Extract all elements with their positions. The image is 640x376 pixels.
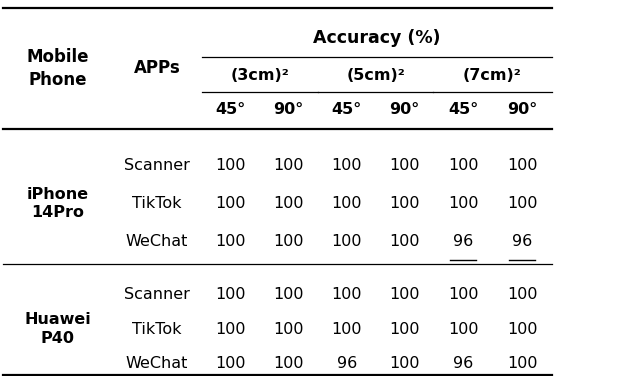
Text: 100: 100 [215,321,246,337]
Text: 100: 100 [273,234,304,249]
Text: WeChat: WeChat [125,234,188,249]
Text: TikTok: TikTok [132,321,182,337]
Text: APPs: APPs [133,59,180,77]
Text: 96: 96 [512,234,532,249]
Text: Huawei
P40: Huawei P40 [24,312,91,346]
Text: 100: 100 [389,158,420,173]
Text: 45°: 45° [332,102,362,117]
Text: 100: 100 [448,196,478,211]
Text: (7cm)²: (7cm)² [463,68,522,83]
Text: 100: 100 [215,196,246,211]
Text: 100: 100 [448,158,478,173]
Text: 100: 100 [389,234,420,249]
Text: 100: 100 [215,234,246,249]
Text: 100: 100 [215,356,246,371]
Text: 100: 100 [448,321,478,337]
Text: 90°: 90° [273,102,304,117]
Text: TikTok: TikTok [132,196,182,211]
Text: WeChat: WeChat [125,356,188,371]
Text: 90°: 90° [507,102,538,117]
Text: 100: 100 [389,321,420,337]
Text: iPhone
14Pro: iPhone 14Pro [26,186,89,220]
Text: 100: 100 [273,356,304,371]
Text: 100: 100 [273,287,304,302]
Text: 96: 96 [453,356,473,371]
Text: (3cm)²: (3cm)² [230,68,289,83]
Text: 100: 100 [507,321,538,337]
Text: 100: 100 [215,287,246,302]
Text: Mobile
Phone: Mobile Phone [26,49,89,88]
Text: 100: 100 [332,196,362,211]
Text: 100: 100 [332,321,362,337]
Text: 100: 100 [389,196,420,211]
Text: (5cm)²: (5cm)² [346,68,405,83]
Text: Scanner: Scanner [124,158,189,173]
Text: 100: 100 [507,158,538,173]
Text: Scanner: Scanner [124,287,189,302]
Text: 100: 100 [273,321,304,337]
Text: 100: 100 [273,158,304,173]
Text: 100: 100 [507,196,538,211]
Text: 100: 100 [332,287,362,302]
Text: 100: 100 [332,234,362,249]
Text: 90°: 90° [389,102,420,117]
Text: 100: 100 [273,196,304,211]
Text: 100: 100 [389,287,420,302]
Text: 45°: 45° [448,102,478,117]
Text: 100: 100 [507,356,538,371]
Text: 96: 96 [453,234,473,249]
Text: 100: 100 [389,356,420,371]
Text: 100: 100 [215,158,246,173]
Text: 100: 100 [448,287,478,302]
Text: Accuracy (%): Accuracy (%) [313,29,440,47]
Text: 96: 96 [337,356,357,371]
Text: 100: 100 [507,287,538,302]
Text: 100: 100 [332,158,362,173]
Text: 45°: 45° [215,102,246,117]
